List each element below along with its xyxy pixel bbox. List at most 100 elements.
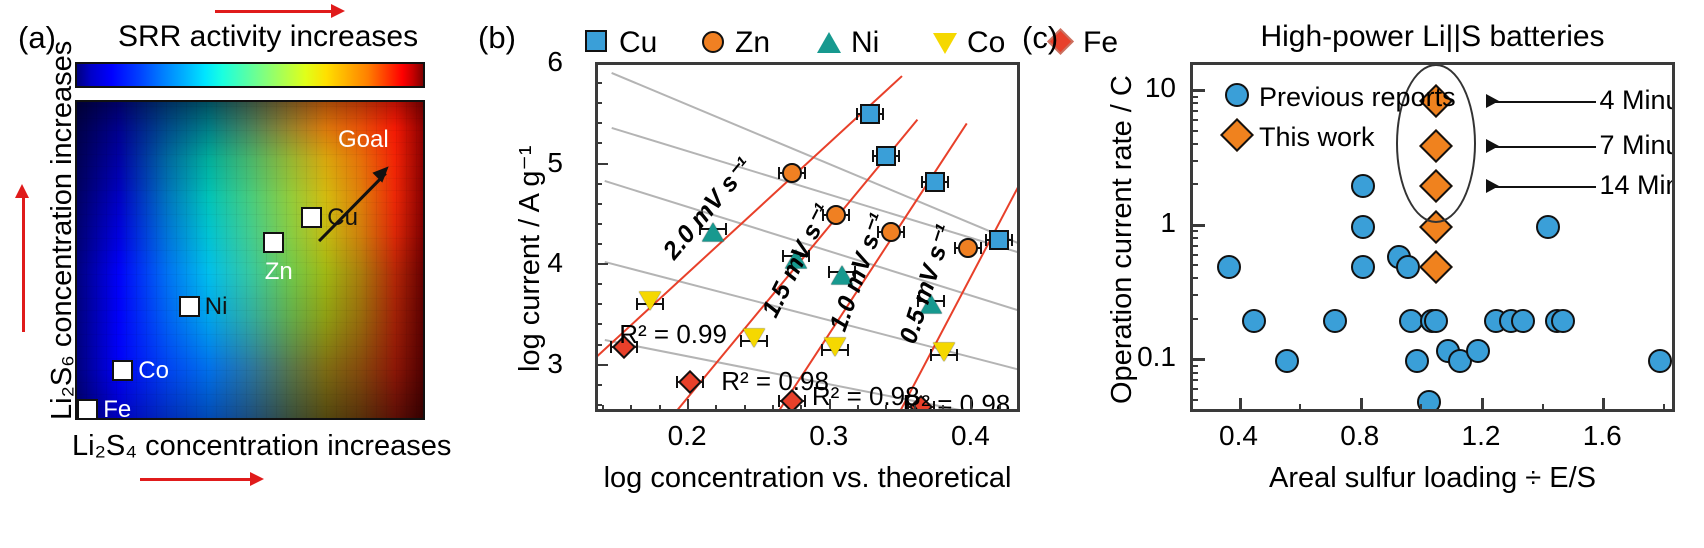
errorbar-cap-right — [933, 400, 935, 409]
panel-c-yminor — [1190, 95, 1198, 98]
panel-c-ytick-1: 1 — [1160, 206, 1176, 238]
datapoint-zn-0 — [782, 162, 803, 183]
panel-b-yminor — [595, 303, 602, 306]
panel-c-yminor — [1190, 277, 1198, 280]
datapoint-cu-0 — [860, 104, 880, 125]
panel-b-yminor — [595, 363, 602, 366]
panel-c-title: High-power Li||S batteries — [1260, 20, 1605, 53]
datapoint-ni-2 — [830, 265, 853, 285]
panel-b-yminor — [595, 383, 602, 386]
errorbar-cap-left — [907, 400, 909, 409]
panel-b-legend-label-zn: Zn — [735, 26, 771, 59]
errorbar-cap-left — [698, 222, 701, 235]
panel-b-yminor — [595, 343, 602, 346]
scan-rate-label-1: 1.5 mV s⁻¹ — [756, 199, 838, 323]
panel-c-annotation-label-0: 4 Minutes — [1599, 85, 1673, 116]
panel-a-label-fe: Fe — [103, 395, 132, 423]
errorbar-cap-right — [903, 225, 906, 238]
heatmap-y-gradient — [77, 102, 423, 418]
panel-c-ytick-2: 0.1 — [1137, 341, 1176, 373]
panel-c-ytick-mark-1 — [1190, 223, 1205, 227]
errorbar-cap-right — [662, 298, 665, 311]
panel-c-annotation-line-0 — [1487, 101, 1596, 104]
panel-c-yminor — [1190, 398, 1198, 401]
datapoint-zn-3 — [957, 238, 978, 259]
panel-c-previous-point — [1550, 308, 1575, 333]
trend-line-co — [604, 261, 1017, 372]
panel-c-previous-point — [1350, 174, 1375, 199]
panel-b-ytick-0: 6 — [547, 46, 563, 77]
panel-c-previous-point — [1417, 389, 1442, 409]
panel-b-ytick-1: 5 — [547, 146, 563, 178]
panel-c-yminor — [1190, 237, 1198, 239]
panel-c-xtick-mark-1 — [1359, 398, 1363, 412]
panel-c-xtick-2: 1.2 — [1461, 420, 1501, 451]
panel-c-plot-box: 4 Minutes 7 Minutes 14 Minutes Previous rep… — [1190, 62, 1675, 412]
panel-b-yminor — [595, 182, 602, 185]
panel-c-thiswork-point — [1418, 250, 1453, 285]
panel-b-xminor — [970, 405, 973, 412]
errorbar-cap-left — [636, 298, 639, 311]
panel-c-xtick-3: 1.6 — [1582, 420, 1622, 451]
errorbar-cap-left — [782, 250, 785, 263]
panel-b-xlabel: log concentration vs. theoretical — [603, 462, 1012, 494]
panel-b-yminor — [595, 82, 602, 85]
panel-c-yminor — [1190, 230, 1198, 233]
errorbar-cap-left — [739, 334, 742, 347]
panel-a-heatmap — [75, 100, 425, 420]
panel-b-xtick-2: 0.4 — [950, 420, 990, 451]
panel-c-yminor — [1190, 183, 1198, 186]
panel-b-xminor — [743, 405, 746, 412]
scan-rate-label-0: 2.0 mV s⁻¹ — [657, 152, 758, 265]
errorbar-cap-right — [724, 222, 727, 235]
panel-a-label-zn: Zn — [264, 258, 293, 286]
panel-b-yminor — [595, 222, 602, 225]
panel-c-annotation-label-2: 14 Minutes — [1599, 170, 1673, 201]
panel-b-ytick-2: 4 — [547, 247, 563, 279]
panel-b-yminor — [595, 283, 602, 286]
datapoint-fe-1 — [678, 369, 703, 394]
panel-b-legend-label-co: Co — [967, 26, 1006, 59]
panel-c-ytick-mark-0 — [1190, 89, 1205, 93]
panel-c-previous-point — [1323, 308, 1348, 333]
panel-c-yminor — [1190, 159, 1198, 162]
errorbar-cap-left — [676, 375, 679, 388]
panel-c-xtick-1: 0.8 — [1340, 420, 1380, 451]
panel-b-xminor — [658, 405, 661, 412]
panel-c-previous-point — [1647, 349, 1672, 374]
errorbar-cap-right — [808, 250, 811, 263]
panel-c-annotation-line-2 — [1487, 186, 1596, 189]
panel-c-yminor — [1190, 110, 1198, 113]
datapoint-ni-0 — [701, 222, 724, 242]
errorbar-cap-right — [947, 175, 950, 188]
panel-a-label: (a) — [18, 20, 56, 55]
panel-a-marker-cu — [301, 206, 323, 228]
errorbar-cap-left — [929, 348, 932, 361]
panel-c-yminor — [1190, 119, 1198, 122]
datapoint-co-2 — [823, 337, 846, 357]
panel-c-ytick-mark-2 — [1190, 358, 1205, 362]
panel-c-annotation-label-1: 7 Minutes — [1599, 129, 1673, 160]
panel-c-previous-point — [1274, 349, 1299, 374]
r-squared-label-1: R² = 0.98 — [721, 365, 829, 396]
errorbar-cap-right — [635, 340, 638, 353]
panel-b-ytick-mark-0 — [595, 62, 608, 64]
panel-a-x-arrow-line — [140, 478, 252, 481]
panel-c-yminor — [1190, 264, 1198, 267]
panel-b-legend-marker-co — [933, 33, 957, 54]
srr-arrow-line — [215, 10, 333, 13]
panel-c-yminor — [1190, 388, 1198, 391]
errorbar-cap-left — [856, 108, 858, 121]
panel-a-label-co: Co — [138, 357, 169, 385]
panel-c-xminor — [1662, 404, 1665, 412]
panel-b-legend-label-ni: Ni — [851, 26, 880, 59]
panel-b-yminor — [595, 403, 602, 406]
panel-b-xminor — [913, 405, 916, 412]
panel-c-xtick-mark-3 — [1602, 398, 1606, 412]
errorbar-cap-left — [953, 242, 956, 255]
errorbar-cap-left — [778, 394, 781, 407]
panel-c-xtick-0: 0.4 — [1219, 420, 1258, 451]
panel-c-xtick-mark-2 — [1481, 398, 1484, 412]
panel-b-xtick-0: 0.2 — [667, 420, 707, 451]
